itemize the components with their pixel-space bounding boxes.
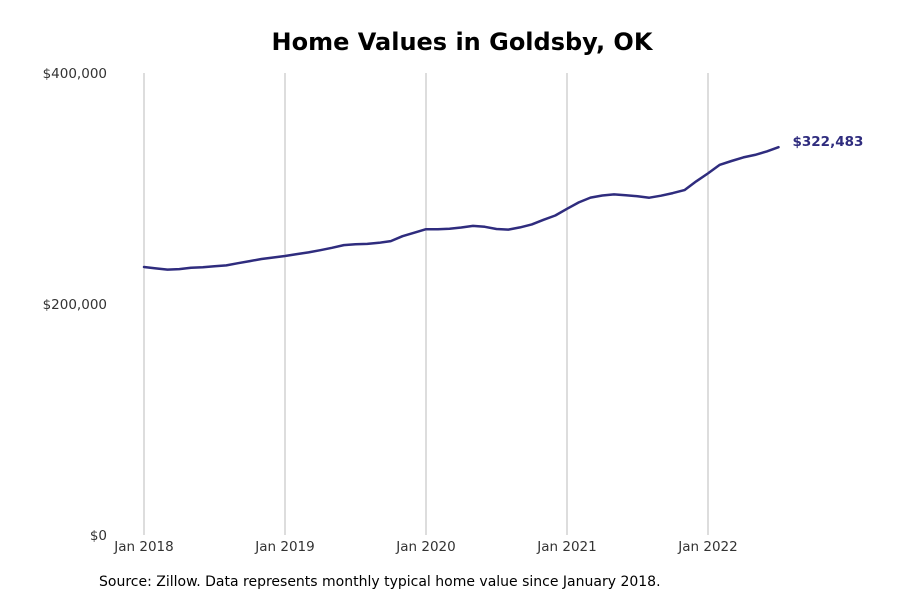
y-tick-label: $400,000	[43, 66, 107, 82]
y-axis-ticks: $0 $200,000 $400,000	[43, 66, 107, 544]
series-line	[142, 145, 780, 271]
chart-title: Home Values in Goldsby, OK	[271, 28, 653, 56]
x-tick-label: Jan 2022	[677, 539, 737, 555]
series-layer: $322,483	[142, 134, 864, 271]
y-tick-label: $0	[90, 528, 107, 544]
x-tick-label: Jan 2021	[536, 539, 596, 555]
y-tick-label: $200,000	[43, 297, 107, 313]
x-tick-label: Jan 2018	[113, 539, 173, 555]
source-note: Source: Zillow. Data represents monthly …	[99, 574, 661, 590]
end-value-label: $322,483	[793, 134, 864, 150]
x-axis-ticks: Jan 2018 Jan 2019 Jan 2020 Jan 2021 Jan 2022	[113, 539, 737, 555]
gridlines	[143, 73, 709, 535]
x-tick-label: Jan 2020	[395, 539, 455, 555]
x-tick-label: Jan 2019	[254, 539, 314, 555]
